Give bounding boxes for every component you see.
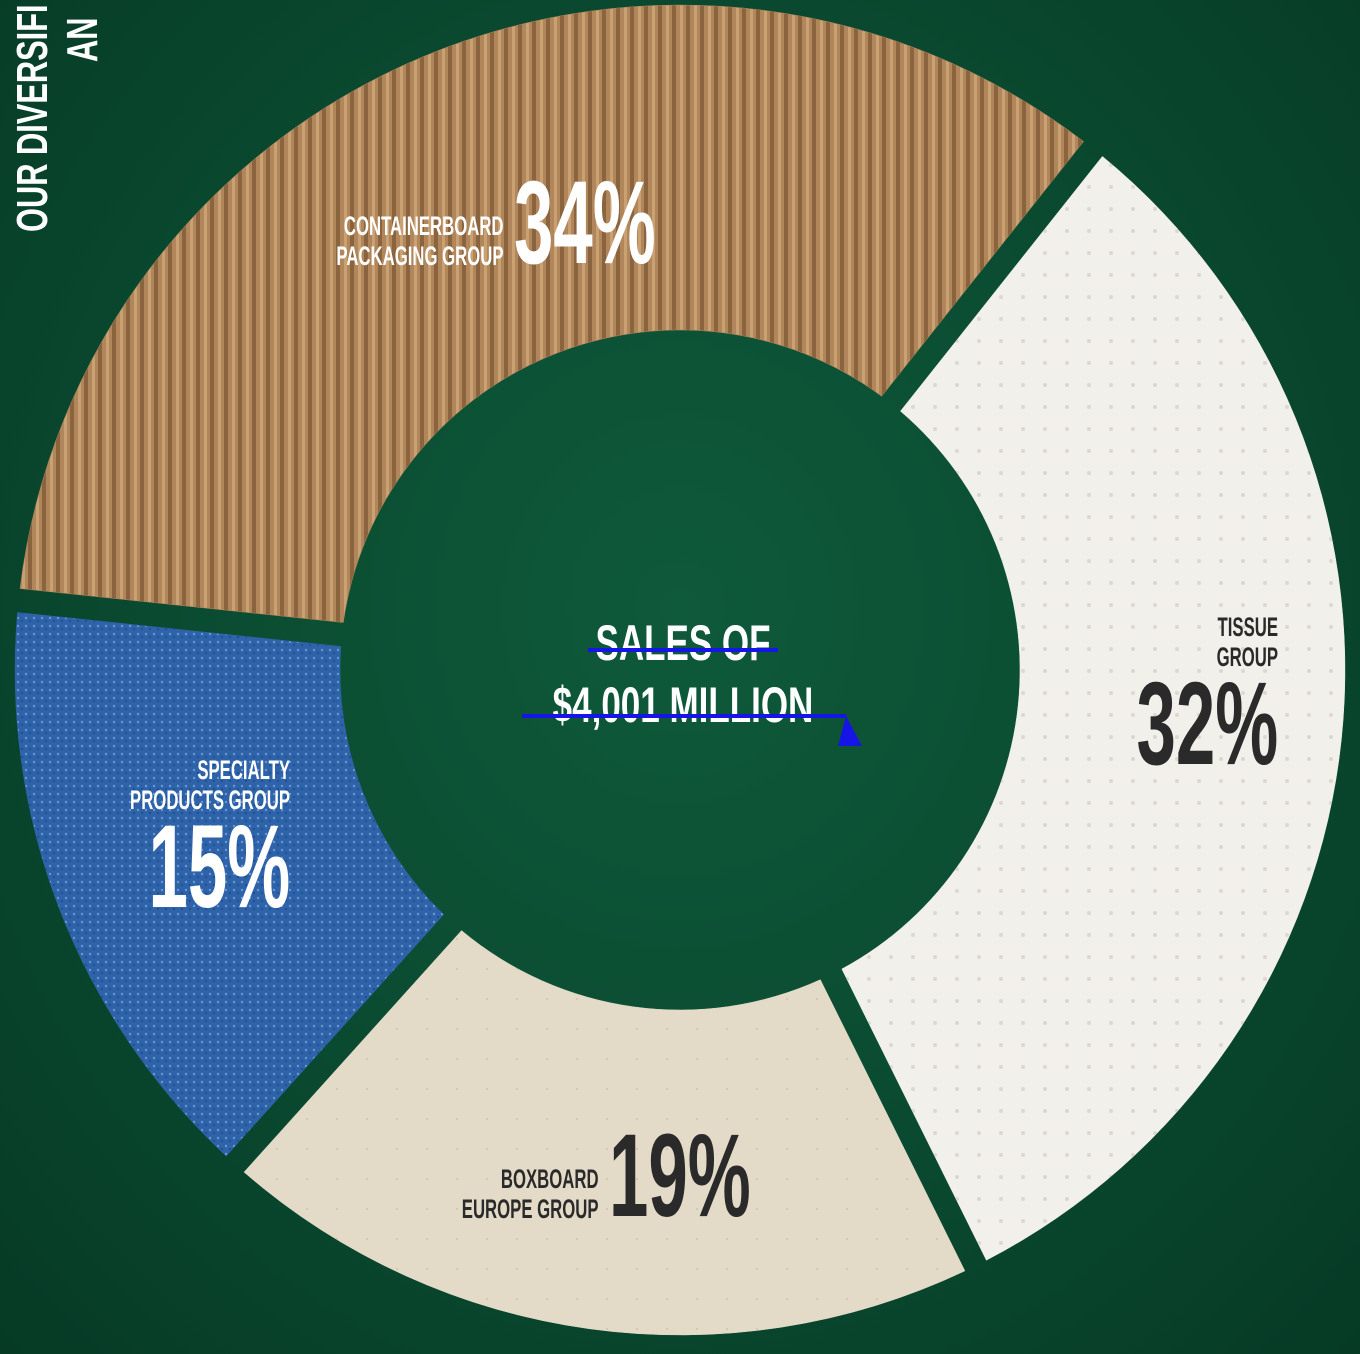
value-label: 34% [514,175,656,271]
value-label: 32% [1136,676,1278,772]
center-value: $4,001 MILLION [506,676,860,734]
value-label: 19% [609,1128,751,1224]
side-title: OUR DIVERSIFI [8,4,58,232]
category-label: CONTAINERBOARD PACKAGING GROUP [337,211,504,271]
value-label: 15% [148,819,290,915]
side-subtitle: AN [58,18,108,62]
donut-segment [20,5,1084,623]
category-label: BOXBOARD EUROPE GROUP [462,1164,599,1224]
infographic: OUR DIVERSIFI AN SALES OF $4,001 MILLION… [0,0,1360,1354]
center-label: SALES OF [506,614,860,672]
